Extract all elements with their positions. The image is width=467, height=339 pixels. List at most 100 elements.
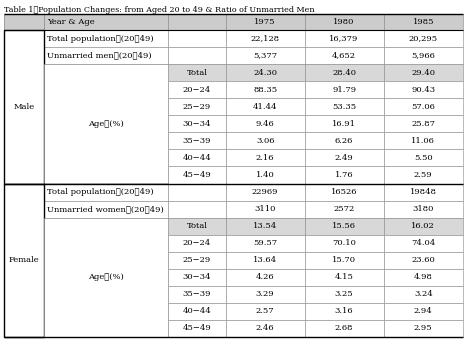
Text: 5.50: 5.50 — [414, 154, 432, 162]
Text: 4.15: 4.15 — [335, 273, 354, 281]
Bar — [44, 303, 168, 320]
Text: 11.06: 11.06 — [411, 137, 435, 145]
Bar — [4, 81, 44, 98]
Text: 40−44: 40−44 — [183, 154, 212, 162]
Text: 13.54: 13.54 — [253, 222, 277, 230]
Text: 25.87: 25.87 — [411, 120, 435, 128]
Text: 2.94: 2.94 — [414, 307, 432, 315]
Text: 88.35: 88.35 — [253, 86, 277, 94]
Bar — [383, 47, 463, 64]
Bar — [168, 149, 226, 166]
Bar — [304, 201, 383, 218]
Text: 2.95: 2.95 — [414, 324, 432, 333]
Bar — [44, 64, 168, 183]
Text: Total: Total — [186, 222, 207, 230]
Text: 2.57: 2.57 — [256, 307, 275, 315]
Text: 2.46: 2.46 — [256, 324, 275, 333]
Bar — [168, 47, 226, 64]
Text: 91.79: 91.79 — [332, 86, 356, 94]
Bar — [168, 81, 226, 98]
Bar — [304, 14, 383, 30]
Bar — [168, 235, 226, 252]
Text: 24.30: 24.30 — [253, 68, 277, 77]
Text: 2.49: 2.49 — [335, 154, 354, 162]
Bar — [4, 235, 44, 252]
Text: 29.40: 29.40 — [411, 68, 435, 77]
Bar — [168, 286, 226, 303]
Bar — [383, 252, 463, 269]
Bar — [383, 14, 463, 30]
Text: 30−34: 30−34 — [183, 120, 211, 128]
Bar — [168, 201, 226, 218]
Text: 35−39: 35−39 — [183, 137, 211, 145]
Text: 25−29: 25−29 — [183, 103, 211, 111]
Bar — [383, 132, 463, 149]
Bar — [304, 47, 383, 64]
Bar — [168, 166, 226, 183]
Bar — [44, 149, 168, 166]
Bar — [168, 115, 226, 132]
Bar — [226, 14, 304, 30]
Bar — [226, 47, 304, 64]
Bar — [304, 81, 383, 98]
Text: 2572: 2572 — [333, 205, 355, 213]
Text: 3.06: 3.06 — [256, 137, 275, 145]
Text: 16.02: 16.02 — [411, 222, 435, 230]
Bar — [226, 201, 304, 218]
Text: Year & Age: Year & Age — [47, 18, 95, 26]
Text: 5,966: 5,966 — [411, 52, 435, 60]
Text: 4.26: 4.26 — [256, 273, 275, 281]
Text: 22,128: 22,128 — [251, 35, 280, 42]
Bar — [304, 166, 383, 183]
Text: 41.44: 41.44 — [253, 103, 277, 111]
Bar — [4, 252, 44, 269]
Text: Total population　(20～49): Total population (20～49) — [47, 35, 154, 42]
Bar — [304, 30, 383, 47]
Text: 70.10: 70.10 — [332, 239, 356, 247]
Bar — [383, 218, 463, 235]
Bar — [226, 252, 304, 269]
Bar — [383, 201, 463, 218]
Text: Age　(%): Age (%) — [88, 120, 124, 128]
Bar — [44, 286, 168, 303]
Text: 19848: 19848 — [410, 188, 437, 196]
Bar — [168, 30, 226, 47]
Bar — [4, 303, 44, 320]
Text: 5,377: 5,377 — [253, 52, 277, 60]
Bar — [44, 166, 168, 183]
Bar — [168, 320, 226, 337]
Bar — [44, 14, 168, 30]
Text: 3.25: 3.25 — [335, 291, 354, 298]
Bar — [226, 183, 304, 201]
Bar — [168, 218, 226, 235]
Text: 13.64: 13.64 — [253, 256, 277, 264]
Bar — [226, 320, 304, 337]
Bar — [4, 14, 44, 30]
Bar — [383, 303, 463, 320]
Bar — [44, 64, 168, 81]
Bar — [383, 98, 463, 115]
Bar — [4, 47, 44, 64]
Bar — [226, 98, 304, 115]
Text: 2.68: 2.68 — [335, 324, 354, 333]
Bar — [4, 201, 44, 218]
Bar — [226, 149, 304, 166]
Bar — [304, 183, 383, 201]
Bar — [4, 166, 44, 183]
Text: 53.35: 53.35 — [332, 103, 356, 111]
Text: 1.76: 1.76 — [335, 171, 354, 179]
Text: 74.04: 74.04 — [411, 239, 435, 247]
Bar — [226, 235, 304, 252]
Bar — [168, 64, 226, 81]
Text: 3.16: 3.16 — [335, 307, 354, 315]
Bar — [168, 132, 226, 149]
Text: 15.56: 15.56 — [332, 222, 356, 230]
Text: 3.24: 3.24 — [414, 291, 432, 298]
Text: 59.57: 59.57 — [253, 239, 277, 247]
Bar — [44, 252, 168, 269]
Bar — [4, 286, 44, 303]
Bar — [226, 64, 304, 81]
Text: Male: Male — [14, 103, 35, 111]
Text: Age　(%): Age (%) — [88, 273, 124, 281]
Text: 16.91: 16.91 — [332, 120, 356, 128]
